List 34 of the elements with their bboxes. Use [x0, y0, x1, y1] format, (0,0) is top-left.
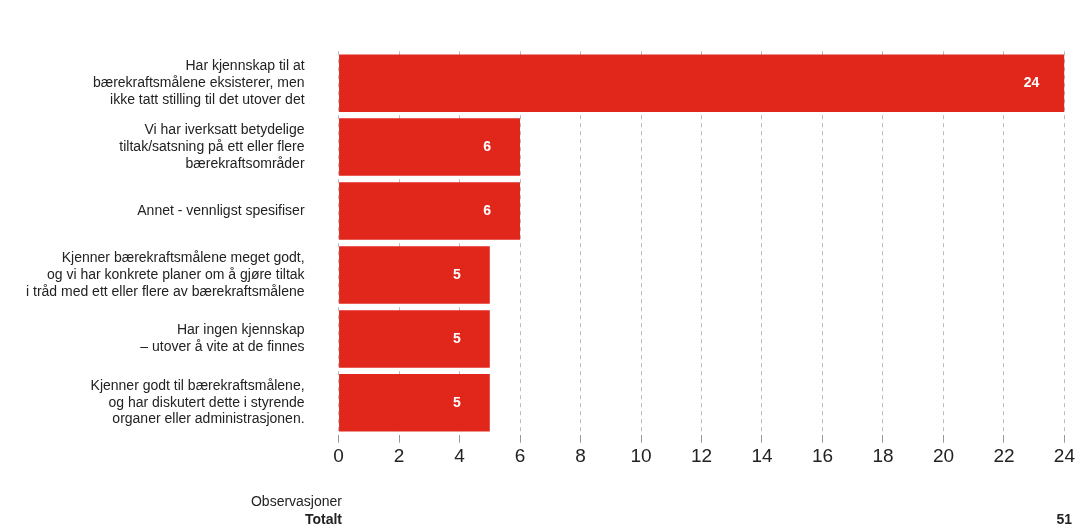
bar [339, 182, 521, 240]
data-label: 6 [483, 137, 492, 154]
y-tick-label: Har ingen kjennskap – utover å vite at de finnes [140, 321, 305, 355]
bar [339, 54, 1065, 112]
x-tick-label: 22 [993, 445, 1015, 467]
x-tick-label: 8 [575, 445, 586, 467]
data-label: 5 [452, 393, 461, 410]
data-label: 6 [483, 201, 492, 218]
text: Observasjoner [250, 493, 342, 509]
y-tick-label: Har kjennskap til at bærekraftsmålene eksisterer, men ikke tatt stilling til det utover det [92, 57, 305, 107]
bar [339, 246, 490, 304]
x-tick-label: 0 [333, 445, 344, 467]
text: 51 [1056, 511, 1072, 527]
data-label: 5 [452, 329, 461, 346]
x-tick-label: 14 [751, 445, 773, 467]
x-tick-label: 24 [1053, 445, 1076, 467]
x-tick-label: 6 [514, 445, 526, 467]
y-tick-label: Kjenner bærekraftsmålene meget godt, og vi har konkrete planer om å gjøre tiltak i tråd med ett eller flere av bærekraftsmålene [25, 249, 306, 299]
text: Totalt [304, 511, 342, 527]
y-tick-label: Vi har iverksatt betydelige tiltak/satsning på ett eller flere bærekraftsområder [119, 121, 305, 171]
y-tick-label: Annet - vennligst spesifiser [137, 201, 305, 218]
x-tick-label: 20 [932, 445, 955, 467]
x-tick-label: 2 [393, 445, 405, 467]
y-tick-label: Kjenner godt til bærekraftsmålene, og har diskutert dette i styrende organer eller administrasjonen. [90, 376, 305, 427]
x-tick-label: 16 [811, 445, 834, 467]
x-tick-label: 10 [630, 445, 652, 467]
x-tick-label: 18 [872, 445, 894, 467]
bar [339, 118, 521, 176]
bar [339, 310, 490, 368]
data-label: 5 [452, 265, 461, 282]
data-label: 24 [1023, 74, 1040, 91]
x-tick-label: 12 [690, 445, 713, 467]
x-tick-label: 4 [454, 445, 466, 467]
bar [339, 374, 490, 432]
